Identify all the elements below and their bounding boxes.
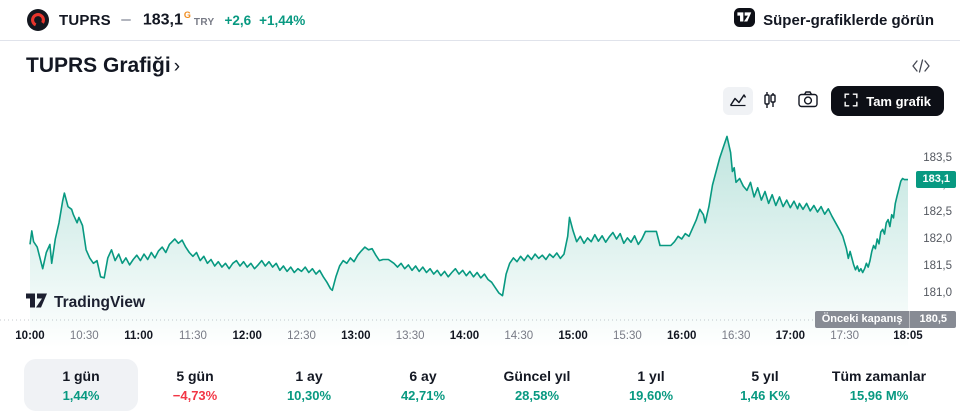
range-tab-label: 1 yıl xyxy=(637,367,665,384)
time-axis-label: 11:00 xyxy=(124,330,153,342)
fullscreen-icon xyxy=(844,92,858,110)
range-tab-percent: 28,58% xyxy=(514,387,560,403)
time-axis-label: 15:30 xyxy=(613,330,642,342)
range-tab-label: 5 gün xyxy=(176,367,214,384)
symbol-name: TUPRS xyxy=(59,11,111,29)
price-line xyxy=(29,135,908,297)
range-tab-percent: 10,30% xyxy=(286,387,332,403)
change-absolute: +2,6 xyxy=(224,12,252,28)
range-tab-percent: 15,96 M% xyxy=(849,387,909,403)
range-tab-1[interactable]: 1 gün 1,44% xyxy=(24,359,138,411)
range-tab-percent: 42,71% xyxy=(400,387,446,403)
range-tab-7[interactable]: 5 yıl 1,46 K% xyxy=(708,359,822,411)
supercharts-link[interactable]: Süper-grafiklerde görün xyxy=(734,7,934,33)
time-axis-label: 17:00 xyxy=(775,330,806,342)
time-axis-label: 14:30 xyxy=(504,330,534,342)
camera-icon xyxy=(798,91,818,111)
area-chart-icon xyxy=(729,91,747,112)
tradingview-logo-icon xyxy=(734,7,756,33)
chevron-right-icon: › xyxy=(173,56,181,77)
time-axis-label: 16:30 xyxy=(721,330,751,342)
time-axis-label: 15:00 xyxy=(558,330,588,342)
time-axis-label: 18:05 xyxy=(893,330,923,342)
page-title[interactable]: TUPRS Grafiği › xyxy=(26,54,180,78)
market-status-icon xyxy=(120,19,131,21)
range-tab-percent: 19,60% xyxy=(628,387,674,403)
last-price: 183,1GTRY xyxy=(142,10,215,29)
tradingview-watermark[interactable]: TradingView xyxy=(26,292,145,314)
area-chart-button[interactable] xyxy=(723,87,754,115)
range-tab-6[interactable]: 1 yıl 19,60% xyxy=(594,359,708,411)
price-area-fill xyxy=(30,136,908,354)
range-tab-percent: 1,46 K% xyxy=(740,387,790,403)
last-price-badge: 183,1 xyxy=(916,170,956,188)
range-tab-percent: −4,73% xyxy=(172,387,218,403)
time-axis-label: 12:30 xyxy=(287,330,316,342)
tradingview-widget: TUPRS 183,1GTRY +2,6 +1,44% Süper-grafik… xyxy=(0,0,960,411)
range-tab-2[interactable]: 5 gün −4,73% xyxy=(138,359,252,411)
time-axis-label: 10:00 xyxy=(15,330,45,342)
time-axis-label: 12:00 xyxy=(232,330,262,342)
fullscreen-chart-button[interactable]: Tam grafik xyxy=(831,86,944,116)
range-tab-percent: 1,44% xyxy=(62,387,100,403)
range-tab-label: Tüm zamanlar xyxy=(831,367,927,384)
range-tabs: 1 gün 1,44% 5 gün −4,73% 1 ay 10,30% 6 ay 42,71… xyxy=(24,359,936,411)
time-axis-label: 13:00 xyxy=(341,330,371,342)
range-tab-3[interactable]: 1 ay 10,30% xyxy=(252,359,366,411)
chart-toolbar: Tam grafik xyxy=(0,84,960,118)
time-axis-label: 13:30 xyxy=(395,330,425,342)
range-tab-5[interactable]: Güncel yıl 28,58% xyxy=(480,359,594,411)
header: TUPRS 183,1GTRY +2,6 +1,44% Süper-grafik… xyxy=(0,0,960,41)
change-percent: +1,44% xyxy=(259,12,306,28)
time-axis-label: 14:00 xyxy=(449,330,480,342)
tradingview-watermark-label: TradingView xyxy=(54,294,146,311)
price-axis-label: 181,0 xyxy=(923,287,952,299)
range-tab-label: 1 gün xyxy=(62,367,100,384)
price-axis-label: 182,5 xyxy=(923,206,952,218)
range-tab-8[interactable]: Tüm zamanlar 15,96 M% xyxy=(822,359,936,411)
fullscreen-button-label: Tam grafik xyxy=(866,93,931,109)
price-axis-label: 183,5 xyxy=(923,152,952,164)
range-tab-label: 5 yıl xyxy=(751,367,779,384)
tradingview-mark-icon xyxy=(26,292,47,314)
title-row: TUPRS Grafiği › xyxy=(0,50,960,82)
price-axis-label: 181,5 xyxy=(923,260,952,272)
delayed-data-flag: G xyxy=(183,10,191,21)
previous-close-badge: Önceki kapanış 180,5 xyxy=(814,311,956,328)
previous-close-value: 180,5 xyxy=(919,313,947,325)
currency-label: TRY xyxy=(193,16,215,28)
range-tab-label: 6 ay xyxy=(409,367,437,384)
page-title-text: TUPRS Grafiği xyxy=(26,54,171,77)
snapshot-button[interactable] xyxy=(793,87,823,115)
chart-canvas[interactable] xyxy=(0,122,960,354)
time-axis-label: 11:30 xyxy=(178,330,207,342)
symbol-info: TUPRS 183,1GTRY +2,6 +1,44% xyxy=(26,8,305,32)
embed-code-icon[interactable] xyxy=(912,59,934,73)
time-axis-label: 10:30 xyxy=(69,330,99,342)
candlestick-chart-button[interactable] xyxy=(755,87,785,115)
time-axis-label: 16:00 xyxy=(666,330,697,342)
price-axis-label: 182,0 xyxy=(923,233,952,245)
range-tab-4[interactable]: 6 ay 42,71% xyxy=(366,359,480,411)
price-chart[interactable]: TradingView 183,5183,0182,5182,0181,5181… xyxy=(0,122,960,354)
supercharts-link-label: Süper-grafiklerde görün xyxy=(763,11,934,29)
candlestick-chart-icon xyxy=(762,91,778,112)
tuprs-logo-icon xyxy=(26,8,50,32)
chart-type-switcher xyxy=(723,87,785,115)
range-tab-label: 1 ay xyxy=(295,367,323,384)
range-tab-label: Güncel yıl xyxy=(503,367,571,384)
time-axis-label: 17:30 xyxy=(830,330,860,342)
previous-close-caption: Önceki kapanış xyxy=(815,311,911,328)
